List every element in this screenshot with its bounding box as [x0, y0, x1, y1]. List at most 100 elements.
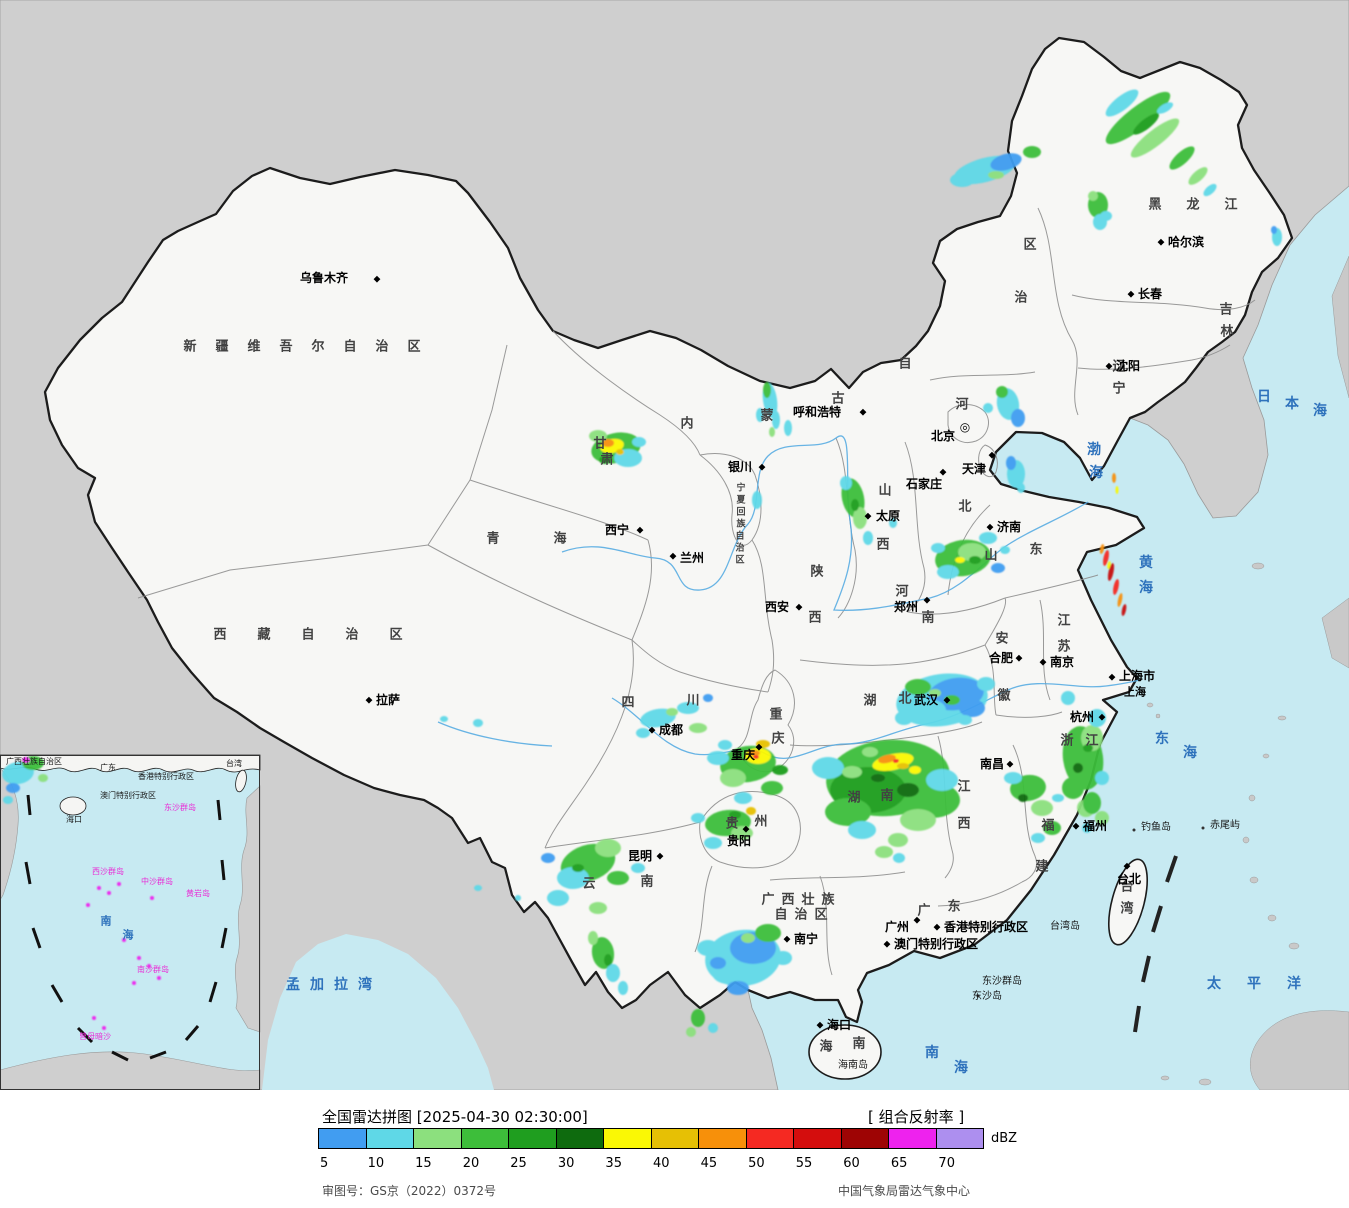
- legend-tick: 20: [462, 1156, 480, 1171]
- legend-tick: 55: [795, 1156, 813, 1171]
- radar-echo: [1117, 593, 1123, 607]
- radar-echo: [703, 694, 713, 702]
- legend-swatch: [603, 1128, 652, 1149]
- legend-swatch: [935, 1128, 984, 1149]
- legend-swatch: [745, 1128, 794, 1149]
- radar-echo: [784, 420, 792, 436]
- island-dots: [976, 826, 1205, 998]
- radar-echo: [756, 740, 770, 748]
- unit-label: dBZ: [991, 1131, 1018, 1146]
- legend-swatch: [508, 1128, 557, 1149]
- radar-echo: [889, 518, 897, 528]
- legend-swatch: [555, 1128, 604, 1149]
- radar-echo: [691, 813, 705, 823]
- legend-tick: 5: [320, 1156, 329, 1171]
- radar-echo: [1112, 473, 1116, 483]
- radar-echo: [147, 964, 151, 968]
- radar-echo: [875, 846, 893, 858]
- radar-echo: [825, 798, 871, 826]
- radar-echo: [697, 940, 719, 956]
- legend-tick: 15: [415, 1156, 432, 1171]
- radar-echo: [589, 902, 607, 914]
- foreign-islands: [1146, 255, 1349, 1090]
- radar-echo: [895, 711, 913, 725]
- province-borders: [137, 207, 1256, 976]
- radar-echo: [1011, 409, 1025, 427]
- product-type-label: [ 组合反射率 ]: [868, 1108, 965, 1126]
- legend-swatch: [793, 1128, 842, 1149]
- legend-tick: 65: [890, 1156, 908, 1171]
- radar-echo: [38, 774, 48, 782]
- radar-echo: [686, 1027, 696, 1037]
- radar-echo: [729, 811, 741, 819]
- radar-echo: [910, 699, 946, 721]
- radar-echo: [1043, 821, 1061, 835]
- radar-echo: [632, 437, 646, 447]
- radar-echo: [557, 867, 589, 889]
- radar-echo: [1121, 604, 1127, 616]
- radar-echo: [756, 408, 764, 422]
- radar-echo: [753, 755, 759, 759]
- nine-dash-line: [24, 794, 228, 1062]
- radar-echo: [595, 839, 621, 857]
- radar-echo: [926, 769, 958, 791]
- radar-echo: [618, 981, 628, 995]
- radar-echo: [772, 765, 788, 775]
- radar-echo: [1103, 550, 1109, 566]
- bay-of-bengal: [262, 934, 494, 1090]
- radar-echo: [6, 783, 20, 793]
- china-territory: [43, 36, 1294, 1024]
- legend-tick: 70: [938, 1156, 955, 1171]
- radar-echo: [704, 837, 722, 849]
- legend-swatch: [650, 1128, 699, 1149]
- china-radar-map: [0, 0, 1349, 1090]
- radar-echo: [863, 531, 873, 545]
- radar-echo: [959, 699, 985, 717]
- radar-echo: [1156, 102, 1174, 114]
- legend-tick: 30: [557, 1156, 575, 1171]
- radar-echo: [636, 728, 650, 738]
- radar-echo: [1017, 483, 1025, 493]
- radar-echo: [689, 723, 707, 733]
- legend-tick: 25: [510, 1156, 527, 1171]
- radar-echo: [515, 895, 521, 901]
- radar-echo: [990, 153, 1022, 171]
- radar-echo: [1082, 823, 1092, 833]
- radar-echo: [1062, 777, 1084, 799]
- radar-echo: [727, 981, 749, 995]
- radar-echo: [708, 1023, 718, 1033]
- radar-echo: [958, 543, 986, 561]
- radar-echo: [631, 863, 645, 873]
- radar-echo: [1052, 794, 1064, 802]
- radar-echo: [748, 750, 760, 756]
- radar-echo: [132, 981, 136, 985]
- radar-echo: [769, 427, 775, 437]
- legend-swatch: [413, 1128, 462, 1149]
- radar-echo: [991, 563, 1005, 573]
- radar-echo: [955, 557, 965, 563]
- radar-echo: [1113, 579, 1119, 595]
- legend-tick: 45: [700, 1156, 718, 1171]
- radar-echo: [1004, 772, 1022, 784]
- legend-swatch: [318, 1128, 367, 1149]
- radar-echo: [950, 173, 974, 187]
- radar-echo: [604, 954, 612, 966]
- radar-echo: [616, 449, 624, 455]
- radar-echo: [944, 695, 960, 705]
- radar-echo: [473, 719, 483, 727]
- radar-echo: [900, 809, 936, 831]
- radar-echo: [1088, 191, 1098, 201]
- radar-echo: [893, 758, 899, 764]
- radar-echo: [741, 933, 755, 943]
- radar-echo: [1203, 183, 1217, 197]
- radar-echo: [602, 439, 614, 447]
- radar-echo: [572, 864, 584, 872]
- legend-swatch: [460, 1128, 509, 1149]
- radar-echo: [1115, 486, 1119, 494]
- radar-echo: [607, 871, 629, 885]
- radar-echo: [761, 781, 783, 795]
- radar-echo: [1083, 744, 1093, 752]
- radar-echo: [1100, 211, 1112, 221]
- product-title: 全国雷达拼图 [2025-04-30 02:30:00]: [322, 1108, 588, 1126]
